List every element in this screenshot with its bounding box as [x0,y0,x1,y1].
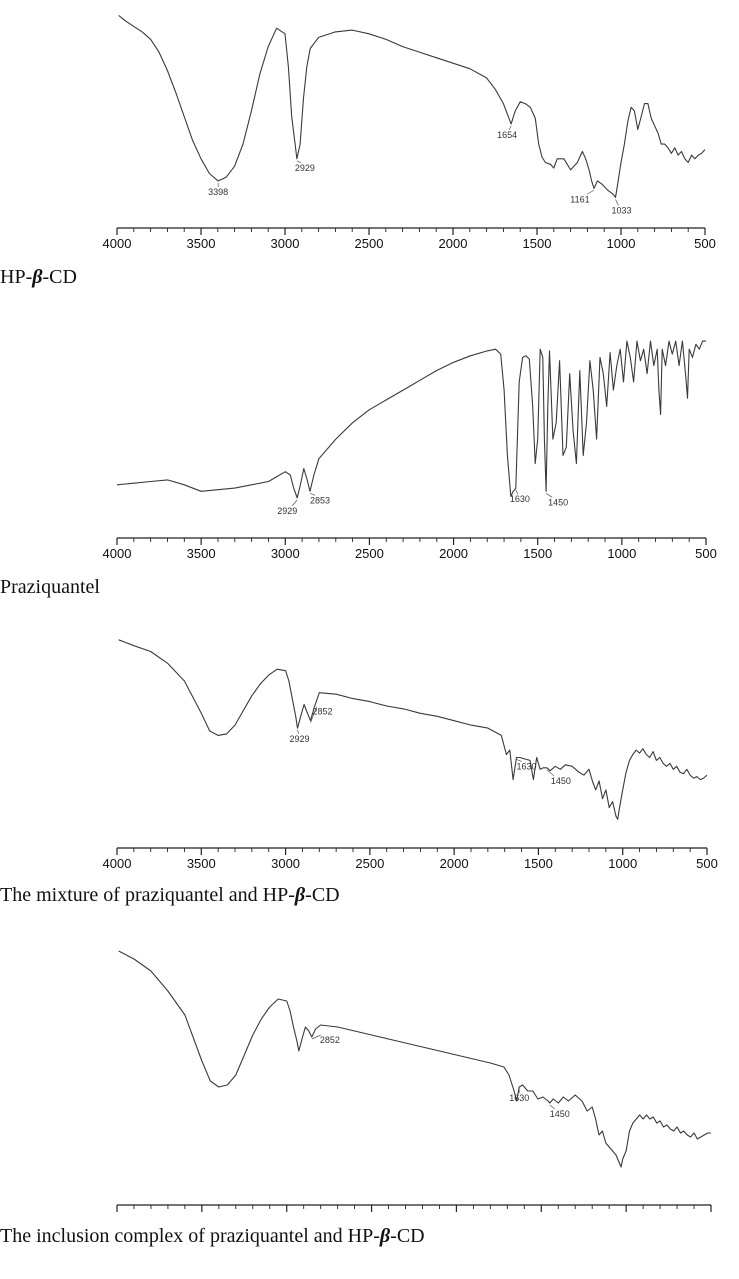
tick-label: 3500 [187,546,216,561]
peak-label: 1161 [570,194,589,204]
tick-label: 500 [700,1213,722,1215]
peak-label: 1450 [550,1109,570,1119]
tick-label: 2000 [440,856,469,871]
peak-leader [549,1104,555,1110]
tick-label: 1000 [607,236,636,251]
tick-label: 4000 [103,546,132,561]
tick-label: 2500 [355,546,384,561]
tick-label: 1000 [608,856,637,871]
peak-leader [546,769,555,777]
peak-label: 1630 [510,494,530,504]
spectrum-panel-2: 4000 3500 3000 2500 2000 1500 1000 500 2852 2929 1… [103,639,718,871]
tick-label: 1500 [527,1213,556,1215]
tick-label: 1000 [607,546,636,561]
tick-label: 2500 [357,1213,386,1215]
peak-label: 3398 [208,187,228,197]
peak-label: 1654 [497,130,517,140]
peak-label: 2929 [290,734,310,744]
ftir-figure: 4000 3500 3000 2500 2000 1500 1000 500 3398 2929 1… [103,14,722,1215]
peak-leader [311,1034,321,1040]
tick-label: 500 [694,236,716,251]
spectrum-line [118,950,711,1168]
peak-label: 1630 [516,761,536,771]
peak-leader [586,189,595,195]
peak-leader [516,759,522,762]
caption-mixture: The mixture of praziquantel and HP-β-CD [0,884,340,906]
spectrum-line [116,340,706,499]
peak-leader [297,729,299,735]
peak-label: 2852 [320,1035,340,1045]
tick-label: 3000 [271,856,300,871]
tick-label: 500 [696,856,718,871]
peak-label: 1450 [551,776,571,786]
caption-hp-beta-cd: HP-β-CD [0,266,77,288]
peak-leader [309,493,316,496]
tick-label: 3000 [271,546,300,561]
tick-label: 500 [695,546,717,561]
tick-label: 1000 [612,1213,641,1215]
tick-label: 3500 [187,1213,216,1215]
tick-label: 2500 [355,856,384,871]
tick-label: 3000 [272,1213,301,1215]
spectrum-panel-1: 4000 3500 3000 2500 2000 1500 1000 500 2929 2853 1… [103,340,717,561]
tick-label: 2000 [439,236,468,251]
spectrum-line [118,639,708,820]
tick-label: 3000 [271,236,300,251]
tick-label: 1500 [523,236,552,251]
peak-leader [508,125,512,131]
peak-label: 1450 [548,497,568,507]
tick-label: 4000 [103,236,132,251]
caption-inclusion-complex: The inclusion complex of praziquantel an… [0,1225,425,1247]
peak-leader [615,199,619,206]
peak-label: 2853 [310,495,330,505]
peak-label: 1630 [509,1093,529,1103]
peak-leader [515,489,519,495]
spectrum-panel-3: 4000 3500 3000 2500 2000 1500 1000 500 2852 1630 1… [103,950,722,1215]
peak-label: 2852 [313,707,333,717]
tick-label: 4000 [103,856,132,871]
tick-label: 2000 [442,1213,471,1215]
tick-label: 4000 [103,1213,132,1215]
tick-label: 3500 [187,236,216,251]
peak-leader [291,499,298,507]
peak-leader [545,493,553,498]
tick-label: 3500 [187,856,216,871]
tick-label: 1500 [523,546,552,561]
peak-leader [296,160,302,164]
tick-label: 1500 [524,856,553,871]
peak-label: 2929 [277,506,297,516]
peak-leader [310,706,317,723]
tick-label: 2500 [355,236,384,251]
tick-label: 2000 [439,546,468,561]
peak-label: 2929 [295,163,315,173]
caption-praziquantel: Praziquantel [0,576,100,598]
spectrum-panel-0: 4000 3500 3000 2500 2000 1500 1000 500 3398 2929 1… [103,14,716,251]
peak-label: 1033 [611,205,631,215]
spectrum-line [118,14,706,198]
